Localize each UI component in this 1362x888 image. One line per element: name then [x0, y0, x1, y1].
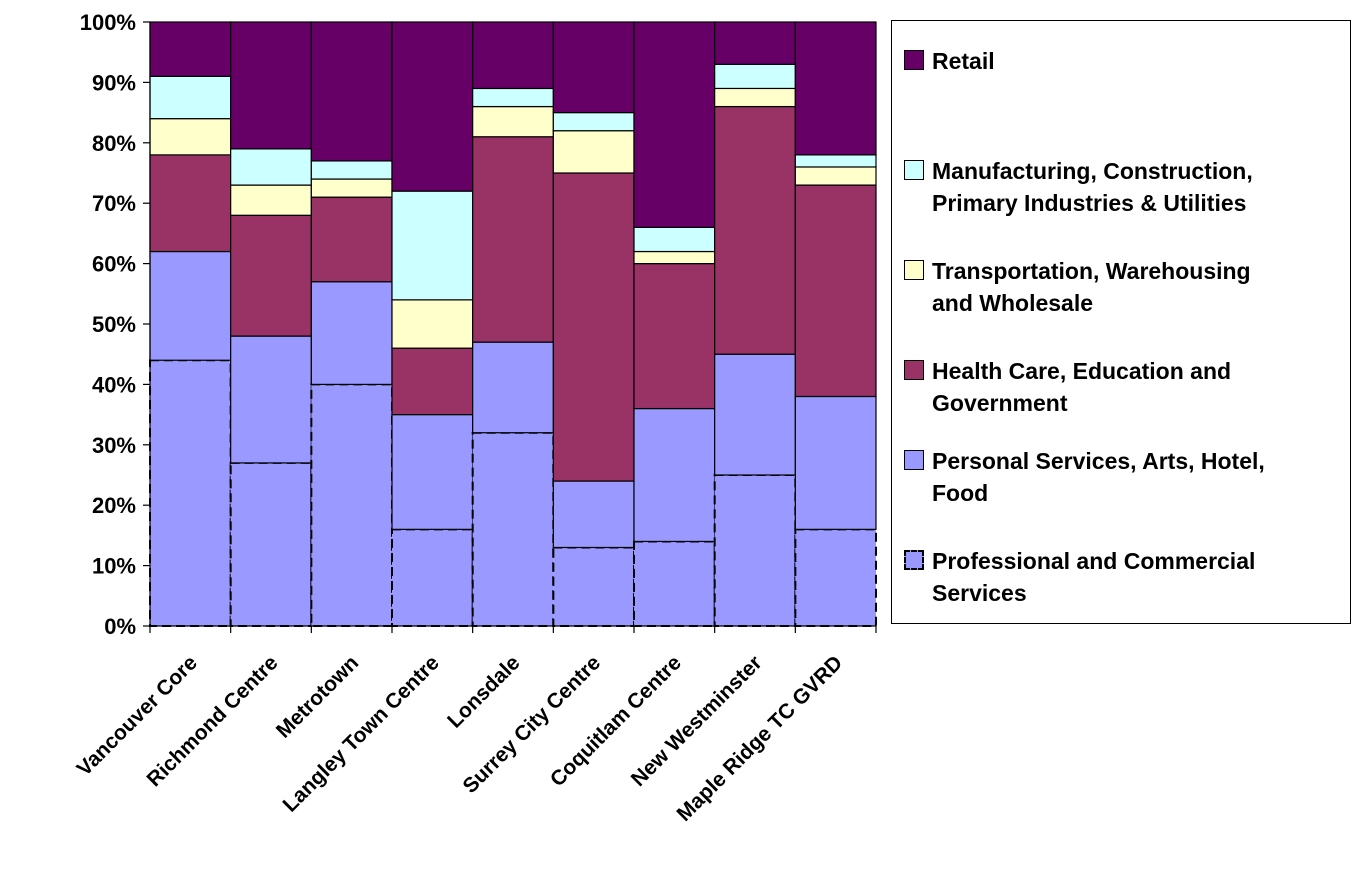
legend-label-manufacturing: Manufacturing, Construction, Primary Ind…	[932, 158, 1253, 216]
bar-maple-ridge-tc-gvrd-professional-and-commercial-services	[794, 528, 877, 627]
bar-langley-town-centre-health-care-education-and-government	[391, 347, 474, 416]
bar-vancouver-core-health-care-education-and-government	[149, 154, 232, 253]
bar-metrotown-manufacturing-construction-primary-industries-utilities	[310, 160, 393, 180]
bar-lonsdale-transportation-warehousing-and-wholesale	[472, 105, 554, 138]
y-tick-labels: 0% 10% 20% 30% 40% 50% 60% 70% 80% 90% 100%	[80, 10, 136, 639]
bar-lonsdale-personal-services-arts-hotel-food	[472, 341, 554, 434]
bar-surrey-city-centre-personal-services-arts-hotel-food	[552, 480, 635, 549]
bar-metrotown-personal-services-arts-hotel-food	[310, 281, 393, 386]
bar-vancouver-core-retail	[149, 21, 232, 77]
legend-swatch-health-care	[904, 360, 924, 380]
bar-surrey-city-centre-transportation-warehousing-and-wholesale	[552, 130, 635, 174]
legend-label-professional-services: Professional and Commercial Services	[932, 548, 1256, 606]
bar-richmond-centre-retail	[230, 21, 312, 150]
bar-coquitlam-centre-personal-services-arts-hotel-food	[633, 407, 716, 543]
bar-coquitlam-centre-health-care-education-and-government	[633, 263, 716, 410]
bar-lonsdale-manufacturing-construction-primary-industries-utilities	[472, 87, 554, 108]
y-tick-label: 80%	[92, 131, 136, 156]
bar-surrey-city-centre-professional-and-commercial-services	[552, 546, 635, 627]
legend-label-personal-services: Personal Services, Arts, Hotel, Food	[932, 448, 1265, 506]
legend-swatch-retail	[904, 50, 924, 70]
bar-metrotown-retail	[310, 21, 393, 162]
bar-metrotown-transportation-warehousing-and-wholesale	[310, 178, 393, 198]
y-tick-label: 20%	[92, 493, 136, 518]
legend-label-retail: Retail	[932, 48, 995, 74]
legend-label-health-care: Health Care, Education and Government	[932, 358, 1232, 416]
legend-swatch-transportation	[904, 260, 924, 280]
legend-item-retail: Retail	[904, 45, 1344, 77]
legend-swatch-personal-services	[904, 450, 924, 470]
bar-new-westminster-professional-and-commercial-services	[713, 474, 797, 627]
bar-langley-town-centre-retail	[391, 21, 474, 192]
bar-surrey-city-centre-manufacturing-construction-primary-industries-utilities	[552, 111, 635, 132]
y-tick-label: 60%	[92, 252, 136, 277]
bar-langley-town-centre-personal-services-arts-hotel-food	[391, 414, 474, 530]
legend-item-manufacturing: Manufacturing, Construction, Primary Ind…	[904, 155, 1344, 219]
bar-coquitlam-centre-manufacturing-construction-primary-industries-utilities	[633, 226, 716, 253]
bar-new-westminster-retail	[714, 21, 796, 65]
bar-coquitlam-centre-professional-and-commercial-services	[633, 540, 716, 627]
legend-item-transportation: Transportation, Warehousing and Wholesal…	[904, 255, 1344, 319]
bar-maple-ridge-tc-gvrd-health-care-education-and-government	[794, 184, 877, 398]
legend-label-transportation: Transportation, Warehousing and Wholesal…	[932, 258, 1251, 316]
bar-langley-town-centre-transportation-warehousing-and-wholesale	[391, 299, 474, 349]
x-category-label-lonsdale: Lonsdale	[443, 651, 524, 732]
bar-richmond-centre-manufacturing-construction-primary-industries-utilities	[230, 148, 312, 186]
bar-new-westminster-manufacturing-construction-primary-industries-utilities	[714, 63, 796, 90]
y-tick-label: 30%	[92, 433, 136, 458]
bar-metrotown-professional-and-commercial-services	[310, 383, 394, 627]
bar-lonsdale-retail	[472, 21, 554, 90]
y-tick-label: 70%	[92, 191, 136, 216]
bar-vancouver-core-manufacturing-construction-primary-industries-utilities	[149, 75, 232, 120]
legend-swatch-professional-services	[904, 550, 924, 570]
axes-group	[143, 21, 877, 633]
y-tick-label: 50%	[92, 312, 136, 337]
bar-new-westminster-transportation-warehousing-and-wholesale	[714, 87, 796, 108]
bars-group	[149, 21, 877, 628]
y-tick-label: 10%	[92, 554, 136, 579]
bar-coquitlam-centre-transportation-warehousing-and-wholesale	[633, 250, 716, 265]
y-tick-label: 100%	[80, 10, 136, 35]
y-tick-label: 0%	[104, 614, 136, 639]
chart-legend: Retail Manufacturing, Construction, Prim…	[891, 20, 1351, 624]
legend-item-personal-services: Personal Services, Arts, Hotel, Food	[904, 445, 1344, 509]
bar-coquitlam-centre-retail	[633, 21, 716, 228]
legend-swatch-manufacturing	[904, 160, 924, 180]
bar-surrey-city-centre-health-care-education-and-government	[552, 172, 635, 482]
bar-maple-ridge-tc-gvrd-manufacturing-construction-primary-industries-utilities	[794, 154, 877, 168]
bar-langley-town-centre-professional-and-commercial-services	[391, 528, 474, 627]
bar-richmond-centre-personal-services-arts-hotel-food	[230, 335, 312, 464]
bar-new-westminster-health-care-education-and-government	[714, 105, 796, 355]
legend-item-professional-services: Professional and Commercial Services	[904, 545, 1344, 609]
bar-maple-ridge-tc-gvrd-transportation-warehousing-and-wholesale	[794, 166, 877, 186]
y-tick-label: 90%	[92, 70, 136, 95]
bar-metrotown-health-care-education-and-government	[310, 196, 393, 283]
bar-richmond-centre-professional-and-commercial-services	[229, 461, 313, 628]
bar-maple-ridge-tc-gvrd-personal-services-arts-hotel-food	[794, 395, 877, 530]
bar-lonsdale-health-care-education-and-government	[472, 136, 554, 343]
bar-richmond-centre-transportation-warehousing-and-wholesale	[230, 184, 312, 216]
bar-lonsdale-professional-and-commercial-services	[471, 431, 555, 627]
x-category-label-surrey-city-centre: Surrey City Centre	[459, 651, 606, 798]
bar-new-westminster-personal-services-arts-hotel-food	[714, 353, 796, 476]
bar-langley-town-centre-manufacturing-construction-primary-industries-utilities	[391, 190, 474, 301]
bar-maple-ridge-tc-gvrd-retail	[794, 21, 877, 156]
x-category-label-langley-town-centre: Langley Town Centre	[279, 651, 444, 816]
bar-richmond-centre-health-care-education-and-government	[230, 214, 312, 337]
bar-vancouver-core-transportation-warehousing-and-wholesale	[149, 118, 232, 156]
bar-vancouver-core-personal-services-arts-hotel-food	[149, 250, 232, 361]
legend-item-health-care: Health Care, Education and Government	[904, 355, 1344, 419]
y-tick-label: 40%	[92, 372, 136, 397]
x-category-label-maple-ridge-tc-gvrd: Maple Ridge TC GVRD	[673, 651, 848, 826]
bar-surrey-city-centre-retail	[552, 21, 635, 114]
bar-vancouver-core-professional-and-commercial-services	[149, 359, 232, 627]
